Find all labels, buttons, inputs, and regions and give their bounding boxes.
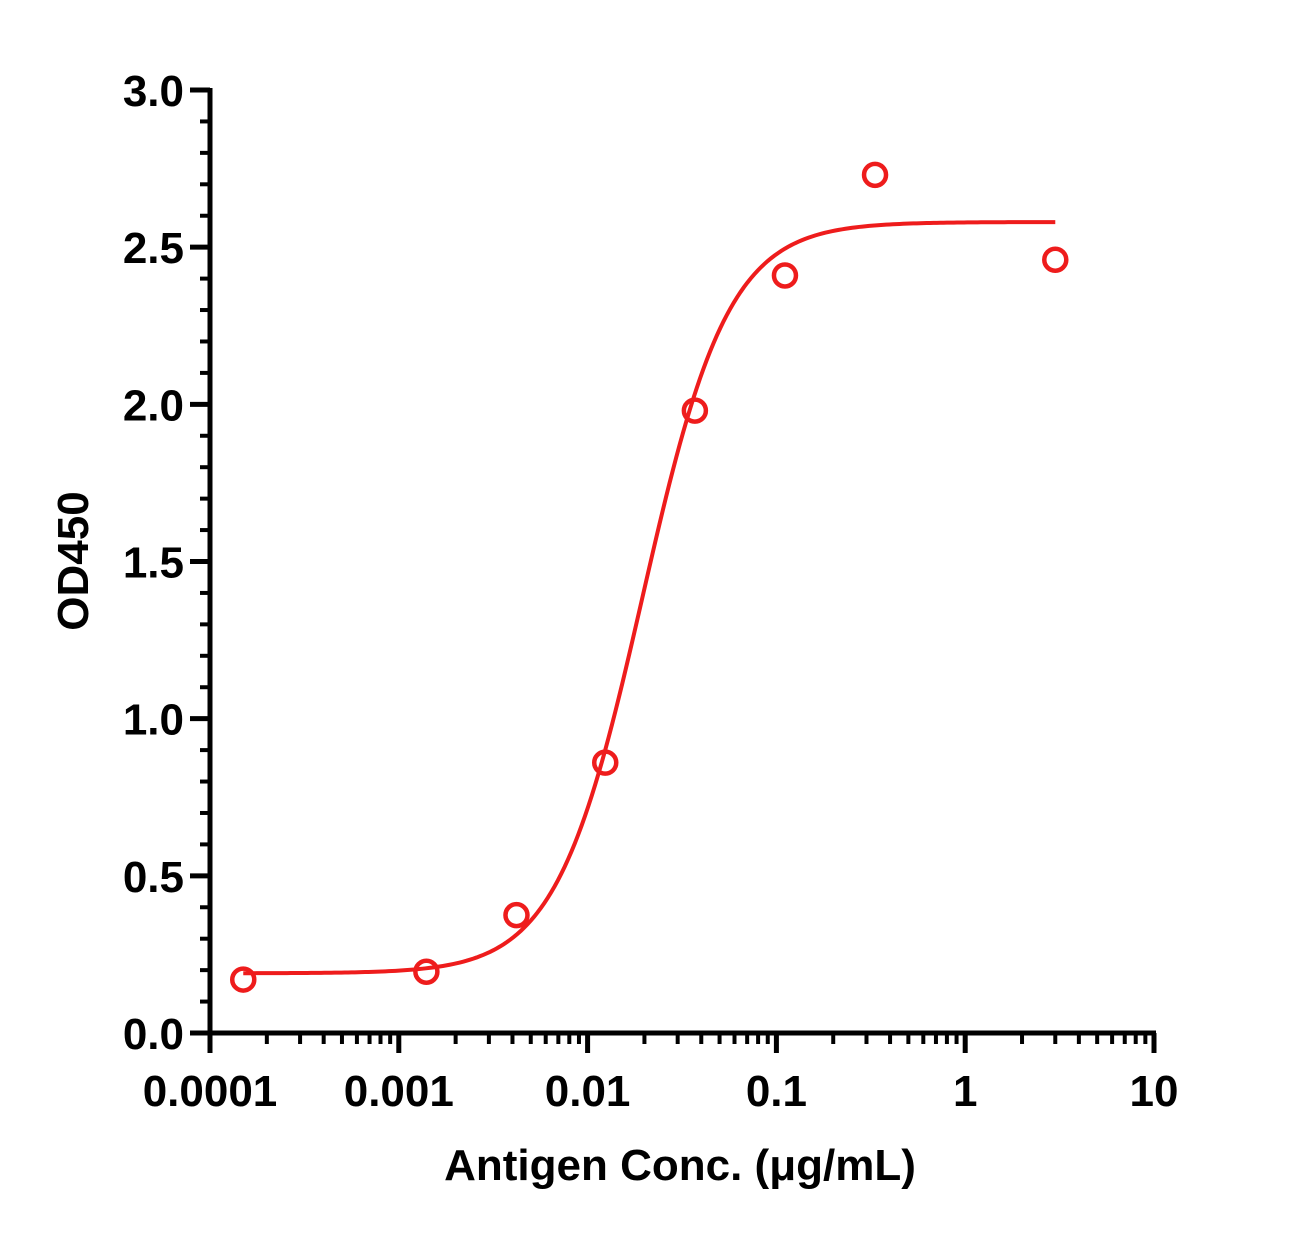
tick-labels: 0.0 0.5 1.0 1.5 2.0 2.5 3.0 0.0001 0.001 0.01 0.1 1… xyxy=(123,67,1179,1116)
x-tick-label: 0.0001 xyxy=(143,1067,278,1116)
x-tick-label: 1 xyxy=(953,1067,977,1116)
y-tick-label: 2.5 xyxy=(123,224,184,273)
data-point xyxy=(503,901,530,929)
data-point xyxy=(861,161,889,189)
y-axis-title: OD450 xyxy=(49,491,98,630)
x-tick-label: 10 xyxy=(1130,1067,1179,1116)
ticks xyxy=(190,87,1157,1053)
y-tick-label: 0.0 xyxy=(123,1010,184,1059)
y-tick-label: 1.5 xyxy=(123,539,184,588)
data-point xyxy=(229,966,257,993)
y-tick-label: 1.0 xyxy=(123,696,184,745)
y-tick-label: 2.0 xyxy=(123,381,184,430)
data-point xyxy=(771,262,799,289)
y-tick-label: 0.5 xyxy=(123,853,184,902)
y-tick-label: 3.0 xyxy=(123,67,184,116)
data-point xyxy=(591,749,619,776)
data-point xyxy=(413,958,440,985)
data-point xyxy=(681,397,709,424)
x-tick-label: 0.01 xyxy=(545,1067,631,1116)
x-tick-label: 0.001 xyxy=(344,1067,454,1116)
fit-curve xyxy=(243,220,1056,976)
axes xyxy=(207,88,1156,1036)
x-tick-label: 0.1 xyxy=(746,1067,807,1116)
data-point xyxy=(1042,246,1069,273)
x-axis-title: Antigen Conc. (μg/mL) xyxy=(444,1141,916,1190)
data-points xyxy=(229,161,1069,993)
